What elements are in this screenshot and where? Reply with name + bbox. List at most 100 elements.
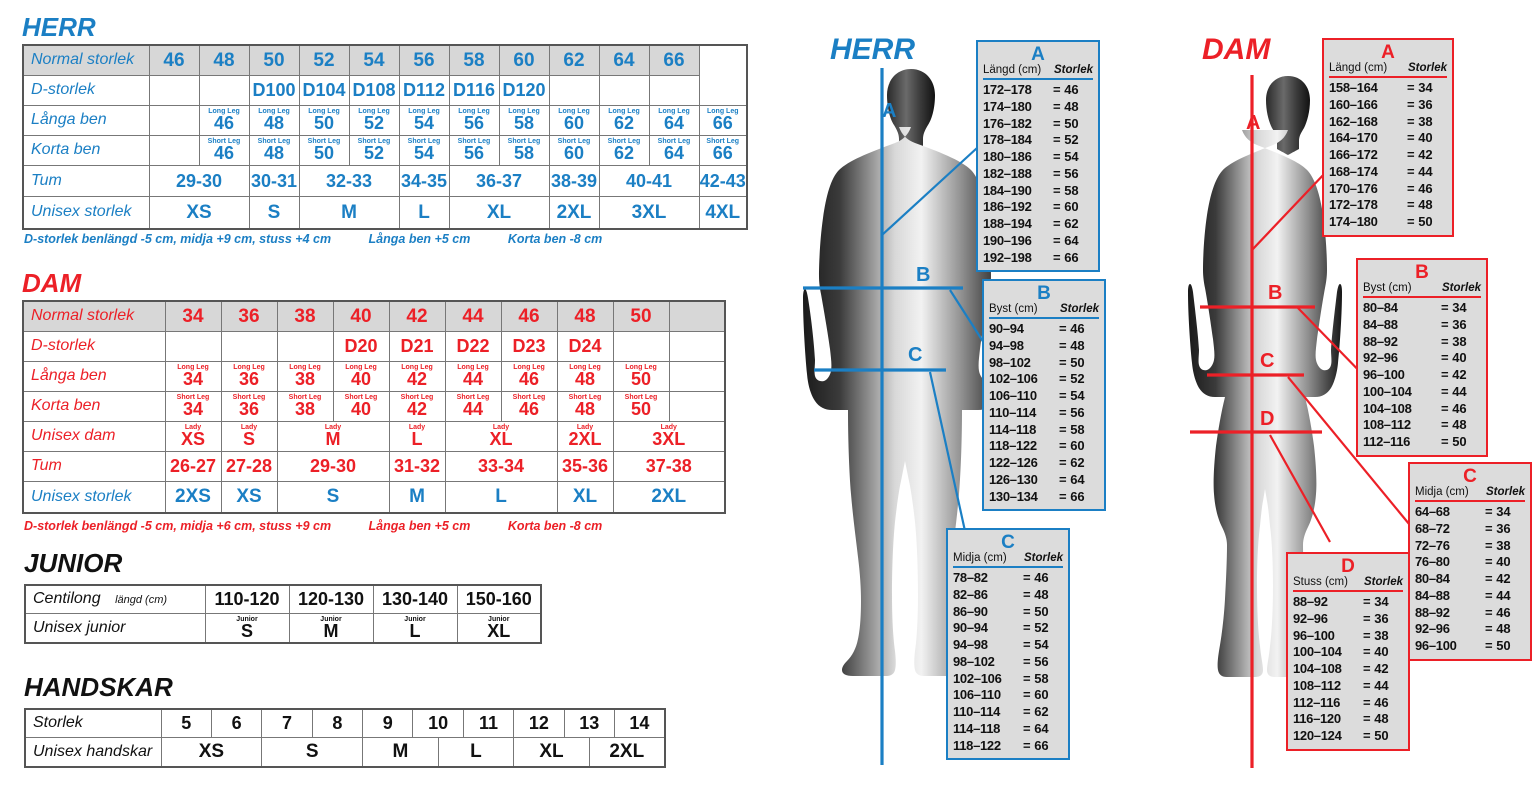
cell-dsize — [598, 74, 650, 106]
table-row: Unisex handskar XS S M L XL 2XL — [24, 736, 666, 768]
cell-longleg: Long Leg 38 — [276, 360, 334, 392]
cell-size: 50 — [248, 44, 300, 76]
handskar-size-table: Storlek 5 6 7 8 9 10 11 12 13 14 Unisex … — [24, 708, 666, 768]
sup-short-leg: Short Leg — [357, 137, 391, 145]
cell-unisex: M — [388, 480, 446, 514]
cell-size: 50 — [612, 300, 670, 332]
cell-shortleg: Short Leg 42 — [388, 390, 446, 422]
box-row: 104–108 = 42 — [1293, 661, 1389, 677]
cell-tum: 34-35 — [398, 164, 450, 197]
sup-long-leg: Long Leg — [608, 107, 640, 115]
box-row: 64–68 = 34 — [1415, 504, 1511, 519]
cell-unisex: 2XL — [612, 480, 726, 514]
centilong-sublabel: längd (cm) — [115, 594, 168, 607]
cell-dsize: D116 — [448, 74, 500, 106]
cell-glove-size: XL — [513, 736, 590, 768]
cell-glove-size: L — [437, 736, 515, 768]
box-rows: 88–92 = 34 92–96 = 36 96–100 = 38 100–104 = … — [1293, 594, 1403, 745]
dam-box-b: B Byst (cm) Storlek 80–84 = 34 84–88 = 36 … — [1356, 258, 1488, 457]
cell-unisex: S — [248, 195, 300, 230]
herr-box-a: A Längd (cm) Storlek 172–178 = 46 174–180… — [976, 40, 1100, 273]
table-row: D-storlek D20 D21 D22 D23 D24 — [22, 330, 726, 362]
box-row: 112–116 = 46 — [1293, 694, 1389, 710]
cell-glove-size: 2XL — [588, 736, 666, 768]
box-head-right: Storlek — [1054, 64, 1093, 76]
box-rows: 64–68 = 34 68–72 = 36 72–76 = 38 76–80 = 40 … — [1415, 504, 1525, 655]
male-body-silhouette — [803, 69, 1007, 676]
female-measurement-lines — [1190, 75, 1322, 768]
cell-size: 40 — [332, 300, 390, 332]
box-header: Byst (cm) Storlek — [989, 303, 1099, 319]
box-letter: A — [1031, 44, 1045, 65]
box-row: 98–102 = 56 — [953, 653, 1049, 669]
cell-dsize: D21 — [388, 330, 446, 362]
row-label-d-storlek: D-storlek — [22, 74, 150, 106]
cell-length: 150-160 — [456, 584, 542, 614]
marker-b-male: B — [916, 264, 931, 286]
box-head-right: Storlek — [1060, 303, 1099, 315]
sup-long-leg: Long Leg — [401, 363, 433, 371]
cell-longleg: Long Leg 36 — [220, 360, 278, 392]
cell-length: 120-130 — [288, 584, 374, 614]
male-measurement-lines — [803, 68, 963, 765]
sup-long-leg: Long Leg — [457, 363, 489, 371]
row-label-normal-storlek: Normal storlek — [22, 300, 166, 332]
herr-section-title: HERR — [22, 12, 96, 42]
row-label-unisex-storlek: Unisex storlek — [22, 480, 166, 514]
cell-longleg: Long Leg 50 — [612, 360, 670, 392]
cell-longleg: Long Leg 64 — [648, 104, 700, 136]
cell-dsize — [548, 74, 600, 106]
cell-glove-number: 11 — [462, 708, 515, 738]
box-row: 98–102 = 50 — [989, 354, 1085, 370]
cell-longleg: Long Leg 34 — [164, 360, 222, 392]
cell-glove-number: 13 — [563, 708, 615, 738]
box-row: 106–110 = 60 — [953, 687, 1049, 703]
cell-shortleg: Short Leg 40 — [332, 390, 390, 422]
cell-unisex: 2XL — [548, 195, 600, 230]
box-rows: 172–178 = 46 174–180 = 48 176–182 = 50 178–… — [983, 82, 1093, 266]
box-letter: B — [1037, 283, 1051, 304]
box-row: 122–126 = 62 — [989, 455, 1085, 471]
dam-size-table: Normal storlek 34 36 38 40 42 44 46 48 5… — [22, 300, 726, 514]
sup-long-leg: Long Leg — [177, 363, 209, 371]
box-row: 96–100 = 42 — [1363, 367, 1467, 383]
sup-junior: Junior — [320, 615, 342, 623]
sup-junior: Junior — [404, 615, 426, 623]
cell-size: 48 — [198, 44, 250, 76]
cell-tum: 29-30 — [148, 164, 250, 197]
box-letter: A — [1381, 42, 1395, 63]
cell-shortleg: Short Leg 38 — [276, 390, 334, 422]
box-row: 114–118 = 64 — [953, 720, 1049, 736]
cell-glove-number: 9 — [362, 708, 414, 738]
box-row: 126–130 = 64 — [989, 471, 1085, 487]
cell-unisex-dam: Lady 2XL — [556, 420, 614, 452]
cell-shortleg: Short Leg 36 — [220, 390, 278, 422]
cell-tum: 29-30 — [276, 450, 390, 482]
cell-unisex-dam: Lady 3XL — [612, 420, 726, 452]
cell-size: 34 — [164, 300, 222, 332]
sup-junior: Junior — [488, 615, 510, 623]
table-row: Storlek 5 6 7 8 9 10 11 12 13 14 — [24, 708, 666, 738]
cell-dsize — [220, 330, 278, 362]
cell-tum: 33-34 — [444, 450, 558, 482]
dam-section-title: DAM — [22, 268, 82, 298]
row-label-korta-ben: Korta ben — [22, 390, 166, 422]
figures-panel: HERR DAM A B C A B C D A Längd (cm) Stor… — [770, 0, 1536, 786]
cell-size: 60 — [498, 44, 550, 76]
box-row: 102–106 = 52 — [989, 371, 1085, 387]
cell-shortleg — [148, 134, 200, 166]
box-row: 158–164 = 34 — [1329, 80, 1433, 95]
table-row: D-storlek D100 D104 D108 D112 D116 D120 — [22, 74, 747, 106]
marker-a-male: A — [882, 100, 897, 122]
row-label-d-storlek: D-storlek — [22, 330, 166, 362]
box-row: 168–174 = 44 — [1329, 163, 1433, 179]
marker-c-male: C — [908, 344, 923, 366]
cell-longleg: Long Leg 56 — [448, 104, 500, 136]
box-header: Byst (cm) Storlek — [1363, 282, 1481, 298]
cell-glove-number: 14 — [613, 708, 666, 738]
sup-long-leg: Long Leg — [233, 363, 265, 371]
herr-figure-title: HERR — [830, 33, 916, 66]
box-row: 184–190 = 58 — [983, 182, 1079, 198]
cell-glove-number: 6 — [210, 708, 263, 738]
box-row: 186–192 = 60 — [983, 199, 1079, 215]
